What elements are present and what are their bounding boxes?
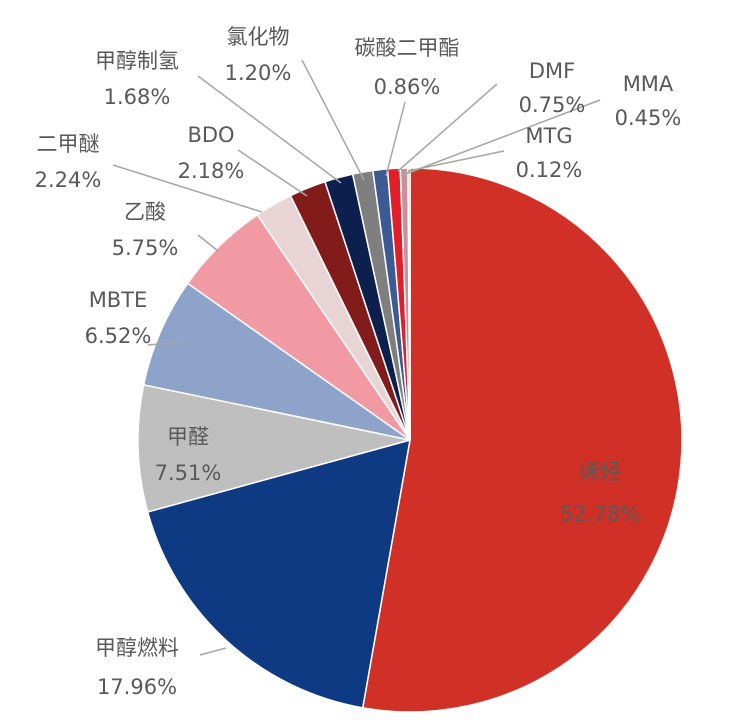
leader-line xyxy=(385,101,406,177)
leader-line xyxy=(199,647,227,656)
slice-value-label: 1.68% xyxy=(104,85,171,109)
slice-value-label: 17.96% xyxy=(97,675,177,699)
slice-label: 甲醇燃料 xyxy=(95,636,179,660)
slice-value-label: 0.45% xyxy=(615,106,682,130)
pie-slice xyxy=(146,438,411,709)
slice-label: 二甲醚 xyxy=(37,132,100,156)
slice-value-label: 0.86% xyxy=(374,75,441,99)
slice-value-label: 7.51% xyxy=(155,461,222,485)
pie-slice xyxy=(137,383,411,513)
slice-value-label: 0.12% xyxy=(516,158,583,182)
leader-line xyxy=(237,149,308,197)
pie-slice xyxy=(361,167,683,713)
slice-label: MMA xyxy=(623,72,674,96)
slice-label: 甲醇制氢 xyxy=(95,49,179,73)
slice-label: 甲醛 xyxy=(167,425,209,449)
slice-label: 氯化物 xyxy=(227,25,290,49)
leader-line xyxy=(402,99,601,176)
slice-label: 碳酸二甲酯 xyxy=(355,36,460,60)
leader-line xyxy=(407,150,505,172)
slice-label: DMF xyxy=(529,59,575,83)
slice-value-label: 5.75% xyxy=(112,236,179,260)
slice-value-label: 1.20% xyxy=(225,61,292,85)
leader-line xyxy=(147,341,181,346)
leader-line xyxy=(197,234,219,252)
leader-line xyxy=(397,83,498,172)
slice-value-label: 52.78% xyxy=(560,502,640,526)
leader-line xyxy=(112,164,263,213)
slice-labels: 烯烃 52.78% 甲醇燃料 17.96% 甲醛 7.51% MBTE 6.52% 乙酸 5.75… xyxy=(35,25,682,699)
slice-label: 乙酸 xyxy=(124,200,166,224)
leader-lines xyxy=(112,59,601,656)
slice-label: MTG xyxy=(525,124,572,148)
slice-label: 烯烃 xyxy=(579,460,621,484)
leader-line xyxy=(301,59,365,181)
slice-value-label: 6.52% xyxy=(85,324,152,348)
pie-slice xyxy=(407,167,411,441)
slice-label: BDO xyxy=(187,123,234,147)
slice-value-label: 2.18% xyxy=(178,159,245,183)
leader-line xyxy=(197,75,342,184)
slice-value-label: 0.75% xyxy=(519,93,586,117)
pie-slices xyxy=(137,167,683,713)
pie-slice xyxy=(142,282,411,441)
slice-label: MBTE xyxy=(89,288,148,312)
slice-value-label: 2.24% xyxy=(35,168,102,192)
